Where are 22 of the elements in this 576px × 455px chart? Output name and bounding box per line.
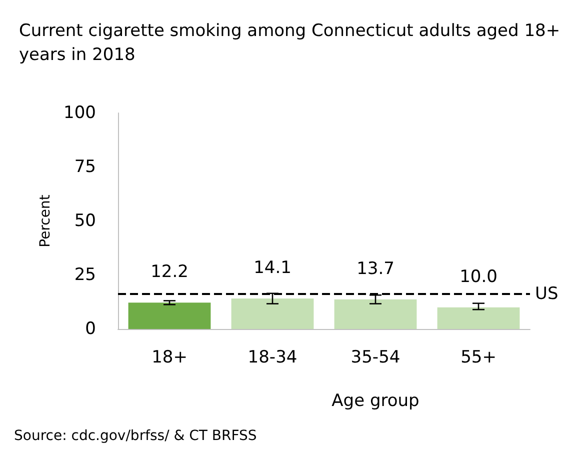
data-label: 12.2 (150, 262, 188, 282)
bar (437, 307, 520, 329)
data-label: 14.1 (254, 258, 292, 278)
bar (334, 299, 417, 329)
x-tick-label: 18-34 (248, 348, 298, 368)
y-axis-title: Percent (38, 194, 54, 248)
x-tick-label: 18+ (152, 348, 188, 368)
data-label: 10.0 (460, 266, 498, 287)
y-tick-label: 25 (74, 265, 96, 285)
y-tick-label: 50 (74, 211, 96, 231)
source-note: Source: cdc.gov/brfss/ & CT BRFSS (14, 428, 257, 444)
x-tick-label: 55+ (460, 348, 496, 368)
bar (128, 302, 211, 329)
ref-line-label: US (535, 284, 558, 304)
data-label: 13.7 (356, 258, 394, 279)
x-axis-title: Age group (332, 391, 420, 411)
x-tick-label: 35-54 (350, 348, 400, 368)
y-tick-label: 75 (74, 157, 96, 177)
y-tick-label: 100 (64, 103, 96, 123)
chart-title: Current cigarette smoking among Connecticut adults aged 18+ years in 2018 (19, 21, 566, 65)
y-tick-label: 0 (85, 319, 96, 339)
bar (231, 298, 314, 329)
